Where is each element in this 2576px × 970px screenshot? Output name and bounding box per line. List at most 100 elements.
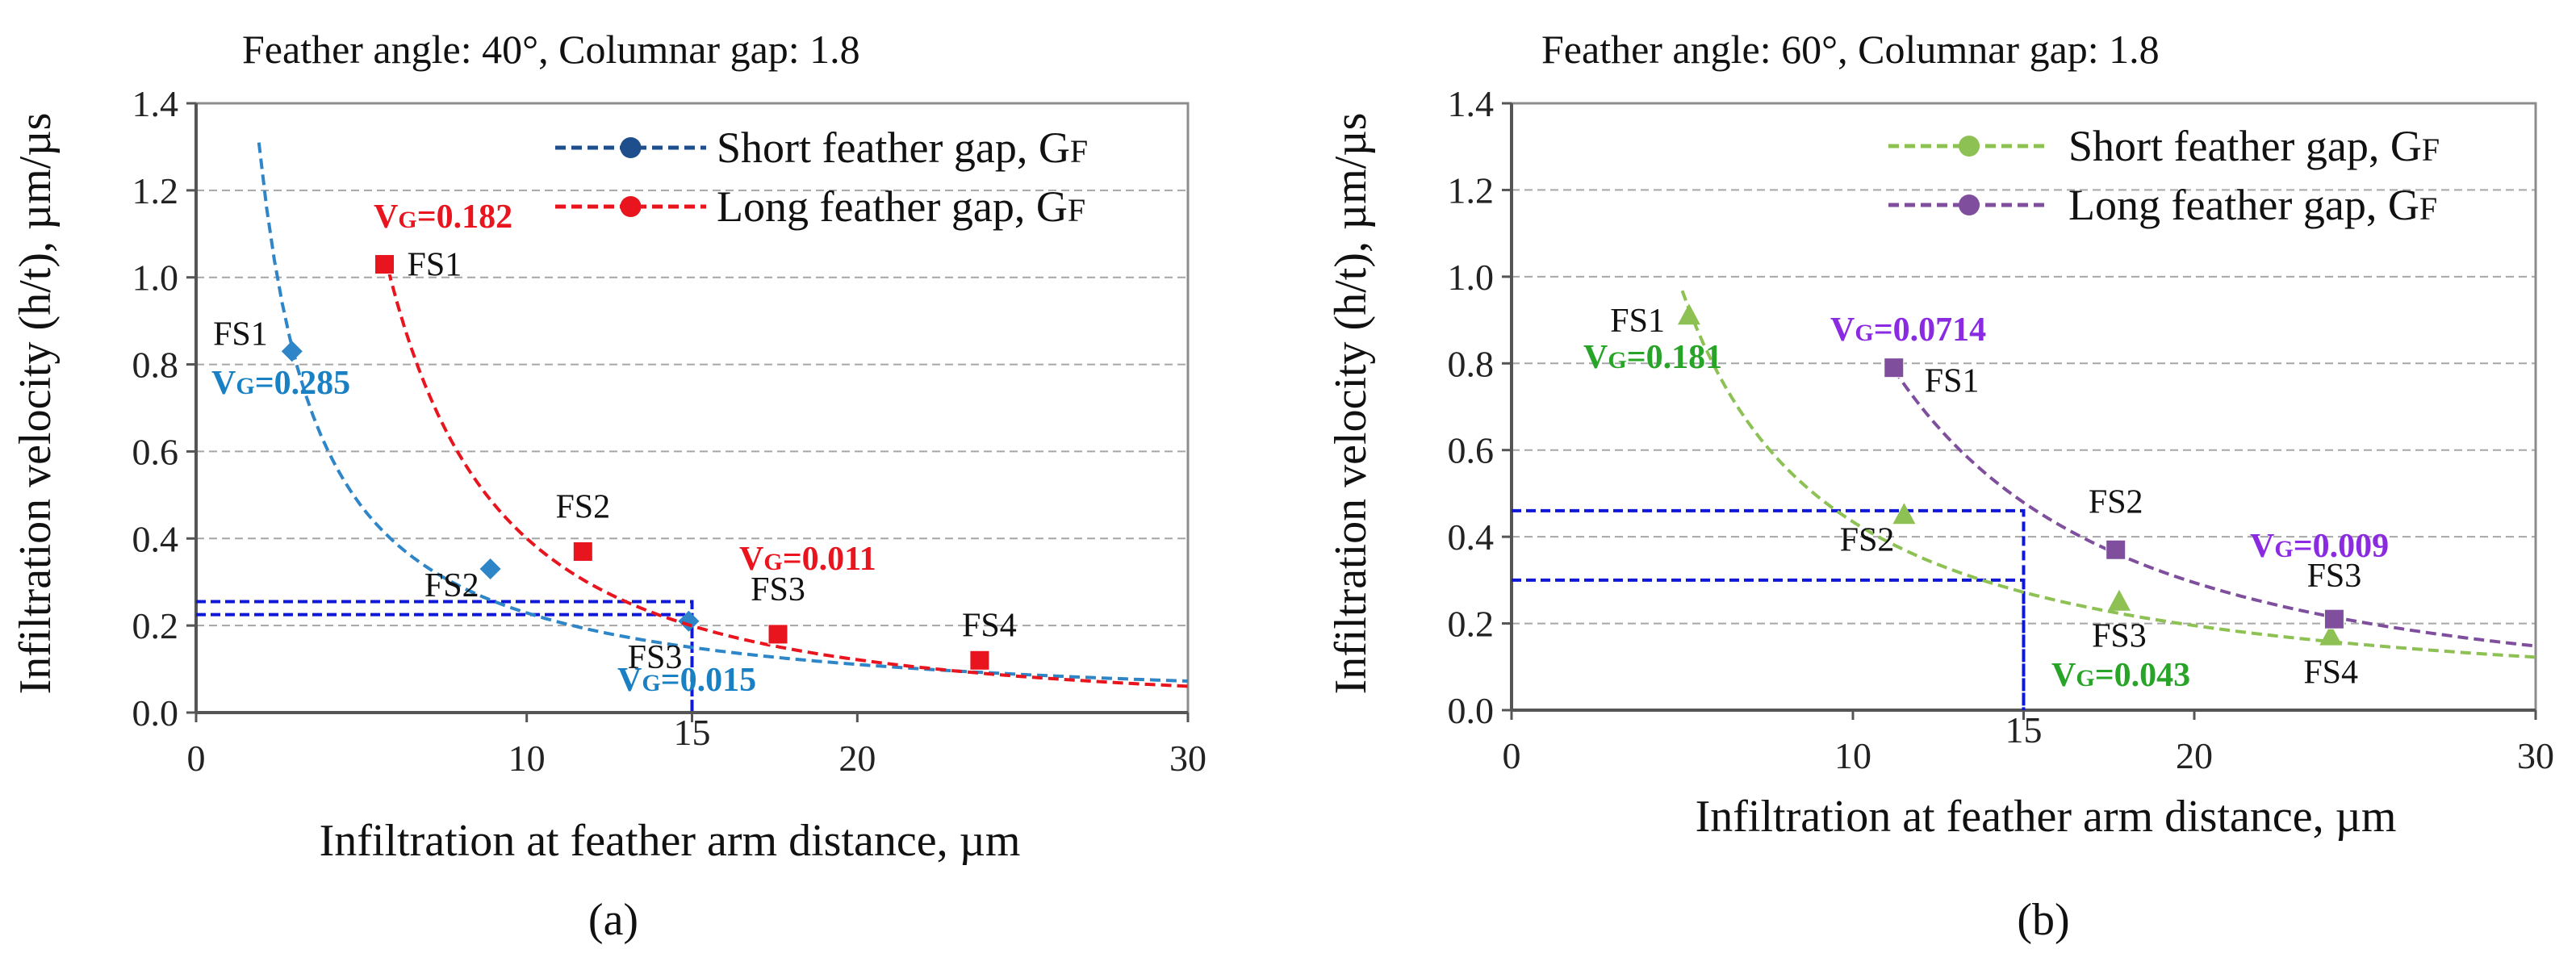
chart-title: Feather angle: 40°, Columnar gap: 1.8 <box>242 27 860 72</box>
vg-subscript: G <box>398 207 416 233</box>
x-tick-label: 10 <box>1834 735 1871 776</box>
y-tick-label: 1.0 <box>132 257 179 299</box>
data-point <box>374 254 395 275</box>
x-tick-label: 20 <box>838 738 876 779</box>
data-point-label: FS3 <box>2092 618 2147 655</box>
vg-subscript: G <box>1855 320 1873 346</box>
y-tick-label: 0.4 <box>1448 516 1495 558</box>
trend-line <box>257 142 1189 683</box>
y-tick-label: 0.4 <box>132 518 179 559</box>
data-point-label: FS1 <box>1610 303 1665 340</box>
data-point <box>678 610 700 632</box>
x-tick-label: 0 <box>187 738 206 779</box>
x-tick-label: 15 <box>674 712 711 753</box>
x-tick-label: 30 <box>1169 738 1206 779</box>
y-axis-label: Infiltration velocity (h/t), µm/µs <box>10 113 61 695</box>
trend-line <box>1892 368 2536 648</box>
x-tick-label: 10 <box>508 738 546 779</box>
data-point <box>2107 589 2131 611</box>
panel-label: (a) <box>588 895 638 945</box>
vg-annotation: VG=0.182 <box>374 199 512 236</box>
vg-prefix: V <box>211 365 236 402</box>
y-tick-label: 1.0 <box>1448 257 1495 298</box>
y-axis-label: Infiltration velocity (h/t), µm/µs <box>1326 113 1376 695</box>
trend-line <box>383 254 1189 688</box>
legend-entry-1: Long feather gap, GF <box>1888 181 2437 229</box>
data-point <box>969 650 990 671</box>
y-tick-label: 1.4 <box>1448 83 1495 124</box>
legend-name: Short feather gap, G <box>717 123 1070 172</box>
y-tick-label: 0.0 <box>132 692 179 734</box>
legend-subscript: F <box>1070 133 1088 169</box>
legend-subscript: F <box>2419 190 2437 227</box>
data-point <box>479 558 501 580</box>
x-tick-label: 30 <box>2517 735 2554 776</box>
vg-value: =0.043 <box>2095 657 2190 694</box>
data-point <box>2323 608 2344 629</box>
data-point <box>281 341 303 362</box>
y-tick-label: 0.8 <box>1448 343 1495 384</box>
data-point <box>1892 503 1916 525</box>
data-point-label: FS3 <box>751 571 805 608</box>
vg-prefix: V <box>2250 528 2274 565</box>
vg-annotation: VG=0.0714 <box>1830 311 1986 349</box>
vg-prefix: V <box>1583 339 1608 376</box>
data-point <box>767 624 788 645</box>
chart-panel-a: 0.0 0.2 0.4 0.6 0.8 1.0 1.2 1.4 0 10 15 20 30 Feather… <box>10 27 1206 945</box>
data-point-label: FS1 <box>213 316 268 353</box>
data-point-label: FS2 <box>2089 483 2143 521</box>
vg-value: =0.182 <box>417 199 512 236</box>
data-point-label: FS2 <box>424 567 479 604</box>
vg-subscript: G <box>236 373 254 399</box>
data-point-label: FS1 <box>1925 363 1980 400</box>
vg-value: =0.285 <box>255 365 350 402</box>
data-point-label: FS2 <box>1840 521 1895 558</box>
y-tick-label: 1.2 <box>132 170 179 211</box>
vg-annotation: VG=0.015 <box>617 662 756 699</box>
data-point <box>1677 303 1700 325</box>
y-tick-label: 0.8 <box>132 345 179 386</box>
legend-entry-0: Short feather gap, GF <box>1888 122 2440 170</box>
vg-prefix: V <box>1830 311 1855 349</box>
vg-prefix: V <box>617 662 642 699</box>
vg-prefix: V <box>374 199 398 236</box>
legend-marker <box>620 137 642 158</box>
vg-subscript: G <box>2076 665 2094 692</box>
y-tick-label: 0.0 <box>1448 690 1495 731</box>
vg-annotation: VG=0.181 <box>1583 339 1722 376</box>
legend-name: Long feather gap, G <box>717 182 1068 231</box>
vg-value: =0.181 <box>1627 339 1722 376</box>
x-axis-label: Infiltration at feather arm distance, µm <box>320 816 1021 866</box>
legend-label: Short feather gap, GF <box>717 123 1088 172</box>
legend-marker <box>620 196 642 217</box>
chart-title: Feather angle: 60°, Columnar gap: 1.8 <box>1541 27 2160 72</box>
legend-subscript: F <box>1068 192 1085 228</box>
legend-subscript: F <box>2422 132 2440 168</box>
y-tick-label: 1.2 <box>1448 169 1495 211</box>
data-point <box>2106 539 2126 560</box>
data-point-label: FS2 <box>555 488 610 525</box>
vg-subscript: G <box>763 549 782 575</box>
legend-marker <box>1959 136 1980 157</box>
vg-value: =0.0714 <box>1874 311 1986 349</box>
reference-line <box>1512 508 2026 710</box>
y-tick-label: 0.6 <box>132 431 179 472</box>
data-point <box>572 541 593 562</box>
reference-line <box>1512 578 2026 710</box>
vg-value: =0.015 <box>661 662 756 699</box>
vg-value: =0.011 <box>783 541 876 578</box>
vg-subscript: G <box>2274 536 2293 562</box>
y-tick-label: 0.2 <box>1448 604 1495 645</box>
data-point <box>1884 357 1905 378</box>
y-tick-label: 0.6 <box>1448 430 1495 471</box>
vg-value: =0.009 <box>2294 528 2389 565</box>
trend-line <box>1680 290 2536 659</box>
legend-name: Short feather gap, G <box>2068 122 2422 170</box>
data-point-label: FS1 <box>408 247 462 284</box>
vg-annotation: VG=0.043 <box>2051 657 2190 694</box>
y-tick-label: 0.2 <box>132 605 179 646</box>
